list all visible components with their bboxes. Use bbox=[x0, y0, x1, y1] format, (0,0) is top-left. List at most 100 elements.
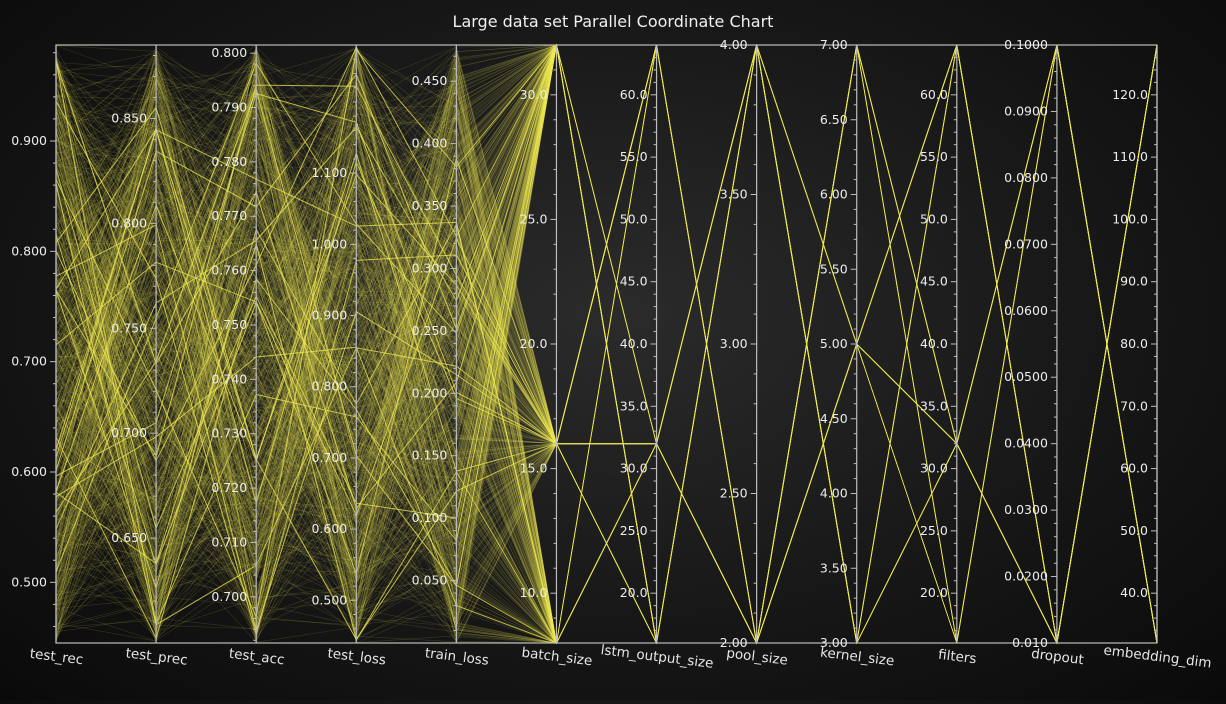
data-line bbox=[55, 44, 1157, 644]
data-line bbox=[55, 44, 1158, 644]
data-line bbox=[55, 44, 1158, 644]
data-line bbox=[55, 44, 1157, 644]
data-line bbox=[55, 44, 1158, 644]
data-line bbox=[55, 44, 1158, 644]
data-line bbox=[55, 44, 1157, 644]
data-line bbox=[55, 44, 1157, 644]
data-line bbox=[55, 44, 1158, 644]
tick-label: 0.0700 bbox=[1004, 236, 1048, 251]
data-line bbox=[55, 44, 1158, 645]
data-line bbox=[55, 44, 1158, 644]
data-line bbox=[55, 44, 1158, 644]
data-line bbox=[55, 44, 1158, 644]
data-line bbox=[55, 44, 1158, 644]
data-line bbox=[55, 44, 1158, 644]
data-line bbox=[55, 44, 1158, 644]
data-line bbox=[55, 44, 1158, 645]
data-line bbox=[55, 44, 1157, 644]
data-line bbox=[55, 44, 1157, 644]
data-line bbox=[55, 44, 1157, 644]
data-line bbox=[55, 44, 1158, 644]
data-line bbox=[55, 44, 1158, 644]
tick-label: 2.00 bbox=[720, 635, 748, 650]
data-line bbox=[55, 44, 1158, 644]
data-line bbox=[55, 43, 1158, 644]
axis-name: train_loss bbox=[424, 645, 490, 669]
data-line bbox=[55, 44, 1157, 644]
tick-label: 30.0 bbox=[520, 87, 548, 102]
data-line bbox=[55, 43, 1158, 644]
tick-label: 0.800 bbox=[111, 215, 147, 230]
data-line bbox=[55, 43, 1157, 644]
data-line bbox=[55, 44, 1158, 644]
data-line bbox=[55, 44, 1157, 644]
data-line bbox=[55, 44, 1158, 644]
data-line bbox=[55, 44, 1157, 644]
data-line bbox=[55, 44, 1157, 644]
axis-train-loss: 0.050 0.100 0.150 0.200 0.250 0.300 0.350 0.400… bbox=[412, 45, 490, 669]
axis-test-acc: 0.700 0.710 0.720 0.730 0.740 0.750 0.760 0.770… bbox=[211, 45, 285, 668]
data-line bbox=[55, 44, 1157, 644]
data-line bbox=[55, 44, 1157, 644]
tick-label: 2.50 bbox=[720, 486, 748, 501]
data-line bbox=[55, 44, 1158, 644]
data-line bbox=[55, 44, 1158, 644]
data-line bbox=[55, 44, 1157, 644]
data-line bbox=[55, 133, 1157, 644]
data-line bbox=[55, 44, 1157, 644]
data-line bbox=[55, 44, 1157, 644]
data-line bbox=[55, 44, 1157, 644]
axis-name: pool_size bbox=[725, 645, 788, 668]
tick-label: 0.780 bbox=[211, 154, 247, 169]
data-line bbox=[55, 60, 1157, 644]
data-line bbox=[55, 44, 1157, 644]
axis-name: test_acc bbox=[228, 646, 285, 669]
data-line bbox=[55, 44, 1157, 644]
data-line bbox=[55, 44, 1157, 644]
data-line bbox=[55, 44, 1158, 644]
data-line bbox=[55, 44, 1157, 644]
data-line bbox=[55, 44, 1157, 644]
tick-label: 45.0 bbox=[620, 274, 648, 289]
data-line bbox=[55, 44, 1158, 644]
data-line bbox=[55, 44, 1157, 644]
data-line bbox=[55, 44, 1158, 645]
data-line bbox=[55, 44, 1157, 644]
data-line bbox=[55, 44, 1158, 644]
data-line bbox=[55, 44, 1158, 644]
data-line bbox=[55, 44, 1157, 644]
data-line bbox=[55, 44, 1158, 644]
tick-label: 3.50 bbox=[720, 187, 748, 202]
axis-name: test_rec bbox=[29, 646, 84, 668]
data-line bbox=[55, 44, 1157, 644]
tick-label: 0.800 bbox=[211, 45, 247, 60]
data-line bbox=[55, 44, 1157, 644]
data-line bbox=[55, 44, 1157, 644]
data-line bbox=[55, 44, 1157, 644]
data-line bbox=[55, 43, 1158, 644]
data-line bbox=[55, 44, 1158, 644]
data-line bbox=[55, 44, 1158, 644]
tick-label: 55.0 bbox=[920, 149, 948, 164]
data-line bbox=[55, 43, 1158, 644]
data-line bbox=[55, 44, 1157, 644]
data-line bbox=[55, 44, 1158, 644]
data-line bbox=[55, 44, 1157, 644]
data-line bbox=[55, 44, 1158, 644]
data-line bbox=[55, 43, 1157, 644]
data-line bbox=[55, 44, 1157, 644]
data-line bbox=[55, 44, 1158, 644]
data-line bbox=[55, 44, 1157, 644]
data-line bbox=[55, 44, 1157, 644]
data-line bbox=[55, 44, 1157, 602]
data-line bbox=[55, 44, 1158, 644]
tick-label: 1.000 bbox=[311, 236, 347, 251]
data-line bbox=[55, 44, 1158, 644]
tick-label: 0.450 bbox=[412, 73, 448, 88]
data-line bbox=[55, 44, 1158, 644]
tick-label: 0.0800 bbox=[1004, 170, 1048, 185]
data-line bbox=[55, 44, 1158, 644]
axis-name: batch_size bbox=[521, 645, 593, 670]
data-line bbox=[55, 44, 1157, 644]
